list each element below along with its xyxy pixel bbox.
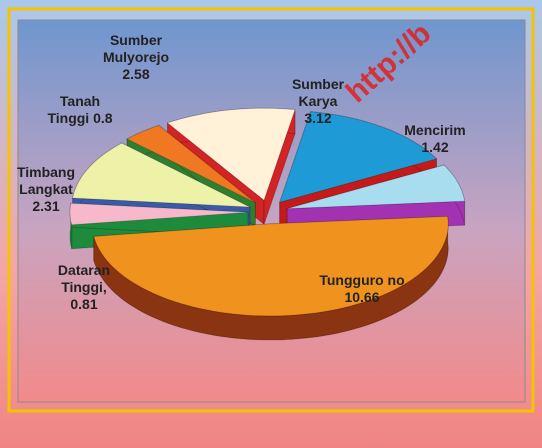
slice-side — [93, 216, 449, 341]
slice — [93, 215, 449, 317]
data-label: Dataran Tinggi, 0.81 — [49, 262, 119, 313]
value-label: 2.31 — [32, 198, 60, 214]
slice — [278, 111, 438, 204]
value-label: 0.81 — [70, 296, 98, 312]
value-label: 10.66 — [344, 289, 380, 305]
slice — [166, 107, 296, 202]
pie — [69, 107, 466, 341]
data-label: Timbang Langkat 2.31 — [10, 164, 82, 215]
category-label: Timbang Langkat — [16, 164, 76, 197]
value-label: 1.42 — [421, 139, 449, 155]
data-label: Sumber Mulyorejo 2.58 — [91, 32, 181, 83]
data-label: Tungguro no 10.66 — [307, 272, 417, 306]
data-label: Sumber Karya 3.12 — [286, 76, 350, 127]
category-label: Sumber Mulyorejo — [102, 32, 170, 65]
category-label: Dataran Tinggi, — [57, 262, 111, 295]
frame — [7, 7, 535, 413]
value-label: 2.58 — [122, 66, 150, 82]
category-label: Tanah Tinggi — [47, 93, 101, 126]
slice — [287, 164, 466, 210]
category-label: Sumber Karya — [291, 76, 345, 109]
data-label: Tanah Tinggi 0.8 — [38, 93, 122, 127]
slice — [69, 202, 249, 226]
value-label: 3.12 — [304, 110, 332, 126]
data-label: Mencirim 1.42 — [395, 122, 475, 156]
category-label: Mencirim — [404, 122, 466, 138]
slice — [72, 142, 251, 208]
slice — [125, 124, 256, 204]
value-label: 0.8 — [93, 110, 113, 126]
category-label: Tungguro no — [319, 272, 405, 288]
